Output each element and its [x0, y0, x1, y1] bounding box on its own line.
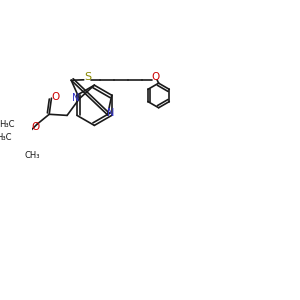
Text: O: O — [51, 92, 59, 102]
Text: CH₃: CH₃ — [24, 151, 40, 160]
Text: N: N — [107, 108, 115, 118]
Text: S: S — [84, 72, 91, 82]
Text: O: O — [151, 72, 159, 82]
Text: H₃C: H₃C — [0, 133, 12, 142]
Text: H₃C: H₃C — [0, 120, 14, 129]
Text: N: N — [72, 93, 80, 103]
Text: O: O — [31, 122, 40, 132]
